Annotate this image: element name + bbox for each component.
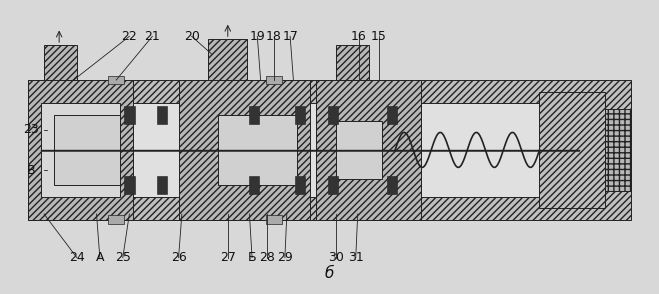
Bar xyxy=(336,121,382,179)
Text: 26: 26 xyxy=(171,251,186,264)
Text: A: A xyxy=(96,251,104,264)
Text: 20: 20 xyxy=(184,30,200,43)
Text: 19: 19 xyxy=(250,30,265,43)
Text: 25: 25 xyxy=(115,251,130,264)
Bar xyxy=(249,176,259,193)
Text: 23: 23 xyxy=(23,123,39,136)
Bar xyxy=(266,76,281,84)
Bar xyxy=(108,76,124,84)
Bar xyxy=(266,216,281,224)
Bar xyxy=(316,80,421,220)
Bar xyxy=(28,80,132,220)
Text: 28: 28 xyxy=(259,251,275,264)
Bar xyxy=(249,106,259,124)
Text: 15: 15 xyxy=(371,30,387,43)
Text: B: B xyxy=(26,164,35,177)
Text: 30: 30 xyxy=(328,251,344,264)
Bar xyxy=(108,216,124,224)
Text: 18: 18 xyxy=(266,30,281,43)
Bar xyxy=(605,109,631,191)
Text: 27: 27 xyxy=(220,251,236,264)
Bar xyxy=(28,80,631,220)
Text: 22: 22 xyxy=(121,30,137,43)
Text: 24: 24 xyxy=(69,251,85,264)
Bar xyxy=(208,39,248,80)
Bar xyxy=(328,106,338,124)
Bar xyxy=(124,106,134,124)
Bar xyxy=(387,106,397,124)
Bar xyxy=(54,115,119,185)
Bar xyxy=(328,176,338,193)
Bar xyxy=(218,115,297,185)
Text: 17: 17 xyxy=(282,30,298,43)
Text: Б: Б xyxy=(248,251,256,264)
Bar xyxy=(540,92,605,208)
Bar xyxy=(336,45,369,80)
Bar xyxy=(295,176,305,193)
Bar xyxy=(44,45,77,80)
Bar xyxy=(295,106,305,124)
Bar xyxy=(387,176,397,193)
Text: 29: 29 xyxy=(277,251,293,264)
Bar xyxy=(41,103,119,196)
Bar xyxy=(124,176,134,193)
Bar xyxy=(157,106,167,124)
Text: б: б xyxy=(325,266,334,281)
Bar xyxy=(179,80,310,220)
Text: 16: 16 xyxy=(351,30,367,43)
Text: 21: 21 xyxy=(144,30,160,43)
Bar xyxy=(41,103,605,196)
Bar xyxy=(157,176,167,193)
Text: 31: 31 xyxy=(348,251,364,264)
